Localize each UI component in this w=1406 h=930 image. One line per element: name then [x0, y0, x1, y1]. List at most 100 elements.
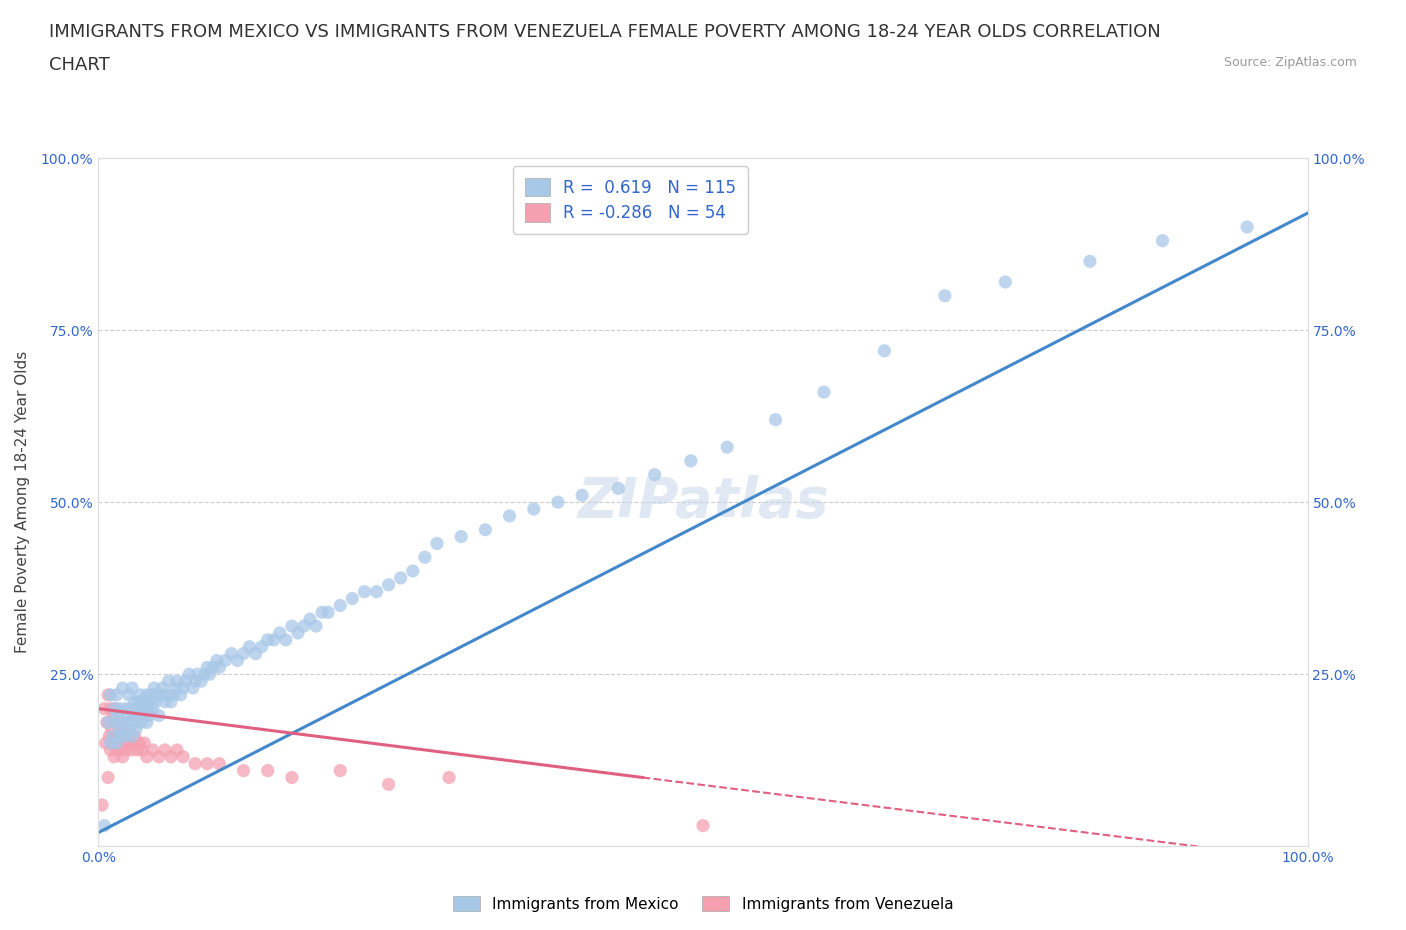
- Point: [97, 770, 120, 785]
- Point: [274, 632, 297, 647]
- Point: [316, 604, 339, 619]
- Point: [389, 570, 412, 585]
- Point: [127, 708, 149, 723]
- Point: [187, 667, 209, 682]
- Point: [127, 701, 149, 716]
- Point: [169, 687, 191, 702]
- Point: [644, 467, 666, 482]
- Point: [111, 681, 134, 696]
- Point: [129, 687, 152, 702]
- Legend: Immigrants from Mexico, Immigrants from Venezuela: Immigrants from Mexico, Immigrants from …: [447, 889, 959, 918]
- Point: [131, 701, 153, 716]
- Point: [115, 701, 138, 716]
- Point: [934, 288, 956, 303]
- Point: [100, 701, 122, 716]
- Point: [121, 729, 143, 744]
- Point: [104, 729, 127, 744]
- Point: [124, 715, 146, 730]
- Point: [100, 736, 122, 751]
- Point: [143, 695, 166, 710]
- Point: [121, 736, 143, 751]
- Point: [131, 742, 153, 757]
- Point: [111, 715, 134, 730]
- Point: [184, 673, 207, 688]
- Point: [156, 687, 179, 702]
- Point: [195, 756, 218, 771]
- Text: CHART: CHART: [49, 56, 110, 73]
- Point: [142, 701, 165, 716]
- Point: [329, 764, 352, 778]
- Point: [134, 736, 156, 751]
- Point: [136, 701, 159, 716]
- Point: [305, 618, 328, 633]
- Point: [214, 653, 236, 668]
- Point: [141, 687, 163, 702]
- Point: [208, 756, 231, 771]
- Y-axis label: Female Poverty Among 18-24 Year Olds: Female Poverty Among 18-24 Year Olds: [15, 352, 30, 654]
- Point: [281, 770, 304, 785]
- Point: [165, 681, 187, 696]
- Point: [256, 764, 278, 778]
- Point: [129, 715, 152, 730]
- Point: [547, 495, 569, 510]
- Point: [128, 695, 150, 710]
- Point: [107, 708, 129, 723]
- Point: [172, 750, 194, 764]
- Point: [873, 343, 896, 358]
- Point: [120, 742, 142, 757]
- Point: [124, 695, 146, 710]
- Point: [108, 742, 131, 757]
- Point: [679, 454, 702, 469]
- Point: [299, 612, 322, 627]
- Point: [103, 701, 125, 716]
- Point: [813, 385, 835, 400]
- Point: [114, 729, 136, 744]
- Point: [311, 604, 333, 619]
- Point: [101, 729, 124, 744]
- Point: [139, 695, 162, 710]
- Point: [1152, 233, 1174, 248]
- Point: [135, 687, 157, 702]
- Text: ZIPatlas: ZIPatlas: [578, 475, 828, 529]
- Point: [607, 481, 630, 496]
- Point: [765, 412, 787, 427]
- Point: [117, 736, 139, 751]
- Point: [100, 722, 122, 737]
- Point: [98, 729, 121, 744]
- Point: [157, 673, 180, 688]
- Point: [716, 440, 738, 455]
- Point: [117, 708, 139, 723]
- Point: [100, 687, 122, 702]
- Point: [172, 681, 194, 696]
- Point: [239, 639, 262, 654]
- Point: [281, 618, 304, 633]
- Point: [108, 722, 131, 737]
- Point: [437, 770, 460, 785]
- Point: [148, 750, 170, 764]
- Point: [138, 708, 160, 723]
- Point: [111, 750, 134, 764]
- Point: [498, 509, 520, 524]
- Point: [127, 742, 149, 757]
- Point: [111, 722, 134, 737]
- Point: [263, 632, 285, 647]
- Point: [184, 756, 207, 771]
- Point: [125, 722, 148, 737]
- Point: [292, 618, 315, 633]
- Point: [377, 777, 399, 791]
- Point: [194, 667, 217, 682]
- Point: [108, 701, 131, 716]
- Point: [329, 598, 352, 613]
- Point: [108, 722, 131, 737]
- Point: [342, 591, 364, 606]
- Point: [100, 742, 122, 757]
- Point: [118, 722, 141, 737]
- Point: [198, 667, 221, 682]
- Point: [221, 646, 243, 661]
- Point: [166, 673, 188, 688]
- Point: [91, 798, 114, 813]
- Text: IMMIGRANTS FROM MEXICO VS IMMIGRANTS FROM VENEZUELA FEMALE POVERTY AMONG 18-24 Y: IMMIGRANTS FROM MEXICO VS IMMIGRANTS FRO…: [49, 23, 1161, 41]
- Point: [114, 729, 136, 744]
- Point: [366, 584, 388, 599]
- Point: [162, 687, 184, 702]
